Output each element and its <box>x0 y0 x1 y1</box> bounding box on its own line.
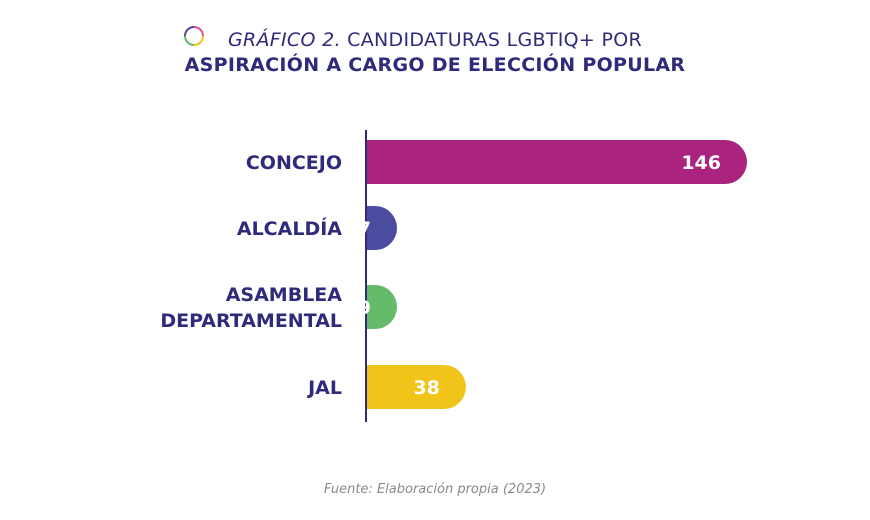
data-label: 146 <box>681 152 721 174</box>
category-label: ALCALDÍA <box>237 217 342 240</box>
category-label: ASAMBLEA <box>226 284 343 306</box>
data-label: 9 <box>358 297 371 319</box>
bar <box>367 365 466 409</box>
bar <box>367 206 397 250</box>
title-line-1: CANDIDATURAS LGBTIQ+ POR <box>347 29 643 51</box>
data-label: 38 <box>413 377 439 399</box>
chart-title: GRÁFICO 2. CANDIDATURAS LGBTIQ+ POR ASPI… <box>0 28 870 78</box>
category-label: CONCEJO <box>246 152 342 174</box>
data-label: 7 <box>358 218 371 240</box>
source-note: Fuente: Elaboración propia (2023) <box>323 482 547 497</box>
bar <box>367 140 747 184</box>
category-label: DEPARTAMENTAL <box>160 310 342 332</box>
bar <box>367 285 397 329</box>
title-line-2: ASPIRACIÓN A CARGO DE ELECCIÓN POPULAR <box>184 54 686 76</box>
category-label: JAL <box>306 377 342 399</box>
circle-logo-icon <box>184 26 204 46</box>
title-prefix: GRÁFICO 2. <box>227 29 341 51</box>
